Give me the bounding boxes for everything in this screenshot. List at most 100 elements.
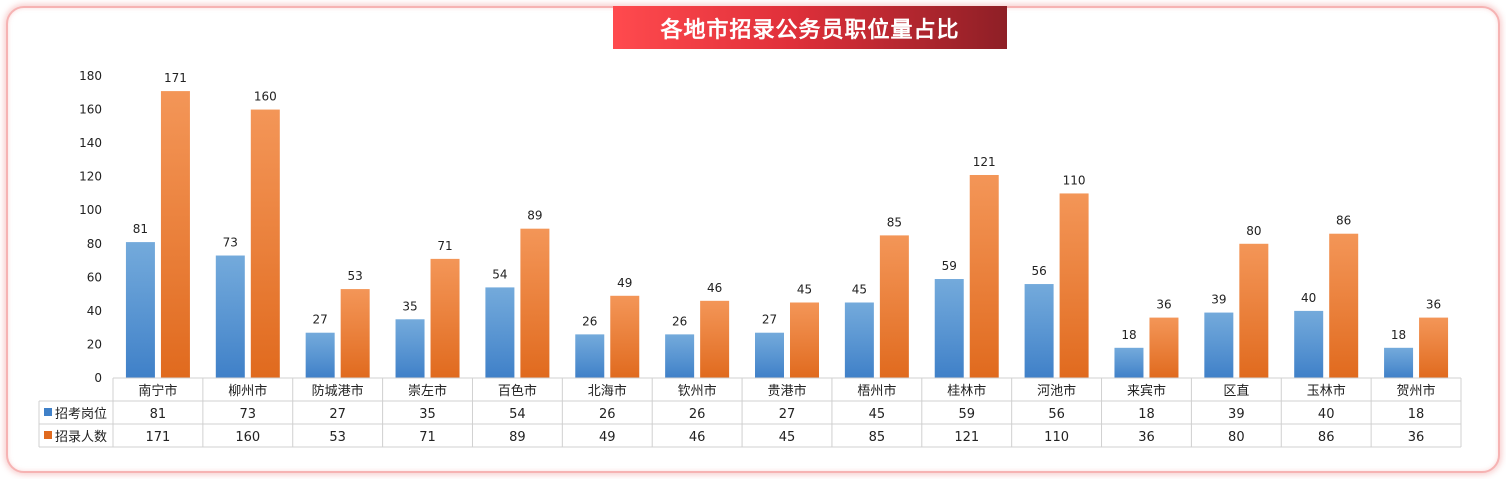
bar-series2 — [1329, 233, 1359, 378]
table-cell-value: 45 — [779, 430, 796, 445]
data-label-series2: 71 — [437, 239, 452, 253]
bar-series1 — [1384, 347, 1414, 378]
y-tick-label: 180 — [79, 69, 102, 83]
bar-series2 — [160, 91, 190, 378]
data-label-series2: 36 — [1156, 298, 1171, 312]
bar-series1 — [305, 332, 335, 378]
table-cell-value: 59 — [958, 407, 975, 422]
category-label: 区直 — [1223, 384, 1249, 399]
bar-series2 — [700, 300, 730, 378]
category-label: 南宁市 — [138, 383, 177, 399]
bar-series2 — [1419, 317, 1449, 378]
data-label-series1: 40 — [1301, 291, 1316, 305]
data-label-series2: 49 — [617, 276, 632, 290]
bar-series2 — [879, 235, 909, 378]
table-cell-value: 18 — [1408, 407, 1425, 422]
data-label-series2: 45 — [797, 283, 812, 297]
table-cell-value: 89 — [509, 430, 526, 445]
table-cell-value: 40 — [1318, 407, 1335, 422]
bar-series1 — [755, 332, 784, 378]
data-label-series2: 46 — [707, 281, 722, 295]
table-cell-value: 26 — [599, 407, 616, 422]
table-cell-value: 39 — [1228, 407, 1245, 422]
data-label-series1: 39 — [1211, 293, 1226, 307]
table-cell-value: 45 — [869, 407, 886, 422]
table-cell-value: 73 — [240, 407, 257, 422]
table-cell-value: 54 — [509, 407, 526, 422]
data-label-series1: 27 — [313, 313, 328, 327]
bar-series1 — [934, 279, 964, 378]
bar-series2 — [1059, 193, 1089, 378]
y-tick-label: 120 — [79, 170, 102, 184]
legend-swatch — [44, 408, 52, 416]
category-label: 柳州市 — [228, 383, 267, 399]
bar-series1 — [844, 302, 874, 378]
category-label: 玉林市 — [1307, 383, 1346, 399]
category-label: 防城港市 — [312, 383, 364, 399]
bar-series1 — [1024, 284, 1054, 378]
legend-label: 招录人数 — [55, 430, 107, 445]
data-label-series1: 45 — [852, 283, 867, 297]
bar-series2 — [969, 174, 999, 378]
data-label-series1: 26 — [672, 314, 687, 328]
bar-series2 — [430, 258, 460, 378]
legend-swatch — [44, 431, 52, 439]
table-cell-value: 27 — [779, 407, 796, 422]
bar-series1 — [575, 334, 605, 378]
data-label-series2: 121 — [973, 155, 996, 169]
table-cell-value: 26 — [689, 407, 706, 422]
table-cell-value: 18 — [1138, 407, 1155, 422]
table-cell-value: 56 — [1048, 407, 1065, 422]
category-label: 崇左市 — [408, 383, 447, 399]
data-label-series1: 18 — [1391, 328, 1406, 342]
bar-series1 — [1294, 310, 1324, 378]
table-cell-value: 160 — [235, 430, 260, 445]
category-label: 钦州市 — [678, 383, 717, 399]
table-cell-value: 121 — [954, 430, 979, 445]
data-label-series1: 35 — [402, 299, 417, 313]
bar-series2 — [1239, 243, 1269, 378]
bar-series1 — [125, 242, 155, 378]
data-label-series2: 53 — [348, 269, 363, 283]
bar-series2 — [790, 302, 819, 378]
y-tick-label: 80 — [87, 237, 102, 251]
table-cell-value: 27 — [329, 407, 346, 422]
bar-series1 — [215, 255, 245, 378]
y-tick-label: 140 — [79, 136, 102, 150]
category-label: 桂林市 — [947, 383, 986, 399]
table-cell-value: 49 — [599, 430, 616, 445]
category-label: 梧州市 — [857, 383, 896, 399]
table-cell-value: 85 — [869, 430, 886, 445]
data-label-series1: 27 — [762, 313, 777, 327]
chart-title: 各地市招录公务员职位量占比 — [613, 6, 1007, 49]
data-label-series1: 54 — [492, 267, 507, 281]
table-cell-value: 86 — [1318, 430, 1335, 445]
data-label-series2: 85 — [887, 215, 902, 229]
y-tick-label: 100 — [79, 203, 102, 217]
table-cell-value: 171 — [146, 430, 171, 445]
bar-series1 — [1114, 347, 1144, 378]
category-label: 北海市 — [588, 383, 627, 399]
category-label: 贺州市 — [1397, 383, 1436, 399]
data-label-series1: 81 — [133, 222, 148, 236]
table-cell-value: 53 — [329, 430, 346, 445]
table-cell-value: 46 — [689, 430, 706, 445]
data-label-series1: 26 — [582, 314, 597, 328]
y-tick-label: 60 — [87, 270, 102, 284]
data-label-series2: 86 — [1336, 214, 1351, 228]
category-label: 贵港市 — [767, 383, 806, 399]
category-label: 来宾市 — [1127, 383, 1166, 399]
table-cell-value: 35 — [419, 407, 436, 422]
table-cell-value: 110 — [1044, 430, 1069, 445]
bar-series2 — [1149, 317, 1179, 378]
data-label-series2: 110 — [1063, 173, 1086, 187]
category-label: 百色市 — [498, 383, 537, 399]
bar-series2 — [610, 295, 640, 378]
legend-label: 招考岗位 — [55, 407, 107, 422]
data-label-series1: 59 — [942, 259, 957, 273]
bar-series2 — [250, 109, 280, 379]
data-label-series2: 89 — [527, 209, 542, 223]
bar-series2 — [520, 228, 550, 378]
data-label-series1: 73 — [223, 236, 238, 250]
data-label-series1: 56 — [1031, 264, 1046, 278]
